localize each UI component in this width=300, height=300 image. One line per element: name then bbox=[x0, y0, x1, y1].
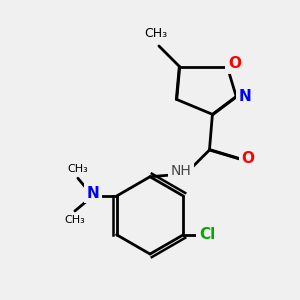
Text: CH₃: CH₃ bbox=[64, 215, 85, 225]
Text: N: N bbox=[239, 89, 251, 104]
Text: Cl: Cl bbox=[199, 227, 215, 242]
Text: N: N bbox=[86, 186, 99, 201]
Text: O: O bbox=[228, 56, 241, 71]
Text: NH: NH bbox=[171, 164, 192, 178]
Text: CH₃: CH₃ bbox=[68, 164, 88, 174]
Text: CH₃: CH₃ bbox=[144, 27, 167, 40]
Text: O: O bbox=[242, 152, 255, 166]
